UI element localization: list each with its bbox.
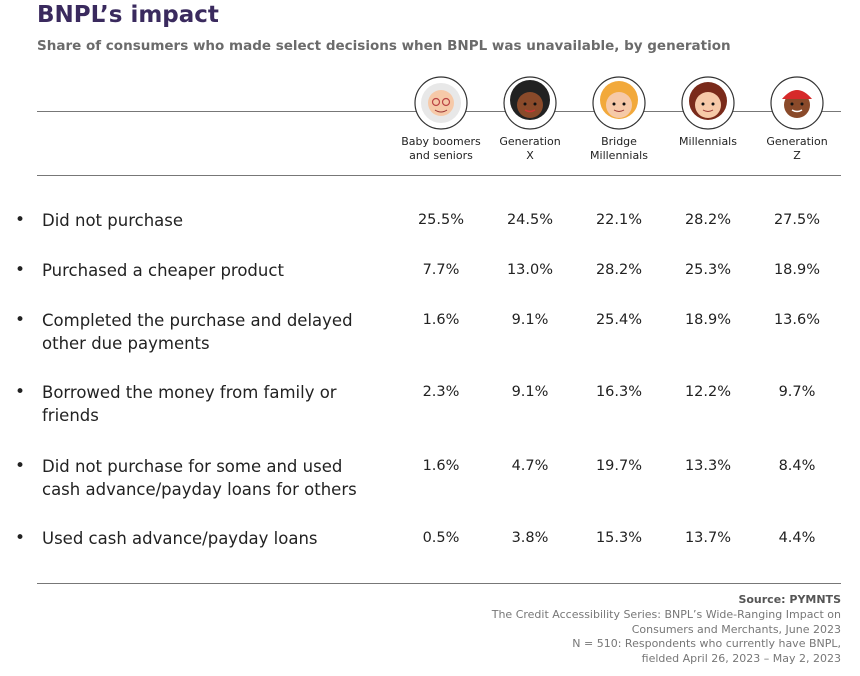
cell-value: 13.7% [684,530,732,546]
note-line: N = 510: Respondents who currently have … [572,637,841,650]
note-line: fielded April 26, 2023 – May 2, 2023 [641,651,841,665]
source: Source: PYMNTS [738,593,841,606]
cell-value: 13.3% [684,458,732,474]
cell-value: 7.7% [422,262,460,278]
note-line: Consumers and Merchants, June 2023 [631,622,841,636]
bullet: • [15,310,26,330]
cell-value: 28.2% [684,212,732,228]
row-label-line: Borrowed the money from family or [42,383,337,402]
cell-value: 13.0% [506,262,554,278]
cell-value: 0.5% [422,530,460,546]
cell-value: 9.1% [511,384,549,400]
row-label-line: Did not purchase for some and used [42,457,343,476]
cell-value: 13.6% [773,312,821,328]
cell-value: 25.3% [684,262,732,278]
column-header: Millennials [653,135,763,149]
note: N = 510: Respondents who currently have … [572,637,841,666]
cell-value: 2.3% [422,384,460,400]
row-label-line: friends [42,406,99,425]
column-header: Generation Z [742,135,852,163]
column-header-line: Millennials [590,149,648,162]
row-label: Used cash advance/payday loans [42,527,318,550]
note-line: The Credit Accessibility Series: BNPL’s … [491,608,841,621]
title: BNPL’s impact [37,2,219,28]
cell-value: 24.5% [506,212,554,228]
column-header-line: Generation [766,135,828,148]
cell-value: 4.4% [778,530,816,546]
column-header: Baby boomers and seniors [386,135,496,163]
row-label-line: Did not purchase [42,211,184,230]
column-header: Bridge Millennials [564,135,674,163]
avatar-millennial [681,76,735,130]
column-header-line: Baby boomers [401,135,481,148]
bullet: • [15,260,26,280]
cell-value: 25.4% [595,312,643,328]
column-header-line: Millennials [679,135,737,148]
avatar-boomer [414,76,468,130]
cell-value: 12.2% [684,384,732,400]
bullet: • [15,528,26,548]
cell-value: 8.4% [778,458,816,474]
cell-value: 4.7% [511,458,549,474]
row-label-line: cash advance/payday loans for others [42,480,357,499]
bullet: • [15,210,26,230]
cell-value: 9.1% [511,312,549,328]
cell-value: 16.3% [595,384,643,400]
cell-value: 22.1% [595,212,643,228]
row-label-line: other due payments [42,334,210,353]
column-header-line: Generation [499,135,561,148]
cell-value: 1.6% [422,458,460,474]
cell-value: 3.8% [511,530,549,546]
row-label-line: Used cash advance/payday loans [42,529,318,548]
bullet: • [15,382,26,402]
subtitle: Share of consumers who made select decis… [37,38,731,54]
avatar-bridge [592,76,646,130]
column-header-line: X [526,149,534,162]
row-label: Did not purchase for some and used cash a… [42,455,357,501]
note: The Credit Accessibility Series: BNPL’s … [492,608,841,637]
cell-value: 18.9% [684,312,732,328]
cell-value: 18.9% [773,262,821,278]
avatar-genz [770,76,824,130]
row-label: Purchased a cheaper product [42,259,284,282]
cell-value: 28.2% [595,262,643,278]
row-label: Did not purchase [42,209,183,232]
column-header-line: Bridge [601,135,637,148]
avatar-genx [503,76,557,130]
cell-value: 1.6% [422,312,460,328]
column-header-line: Z [793,149,801,162]
cell-value: 15.3% [595,530,643,546]
cell-value: 19.7% [595,458,643,474]
bullet: • [15,456,26,476]
row-label: Completed the purchase and delayed other … [42,309,353,355]
column-header-line: and seniors [409,149,473,162]
cell-value: 27.5% [773,212,821,228]
rule [37,175,841,176]
column-header: Generation X [475,135,585,163]
cell-value: 9.7% [778,384,816,400]
row-label-line: Completed the purchase and delayed [42,311,353,330]
row-label: Borrowed the money from family or friends [42,381,337,427]
cell-value: 25.5% [417,212,465,228]
row-label-line: Purchased a cheaper product [42,261,284,280]
avatars [414,76,824,130]
rule [37,583,841,584]
